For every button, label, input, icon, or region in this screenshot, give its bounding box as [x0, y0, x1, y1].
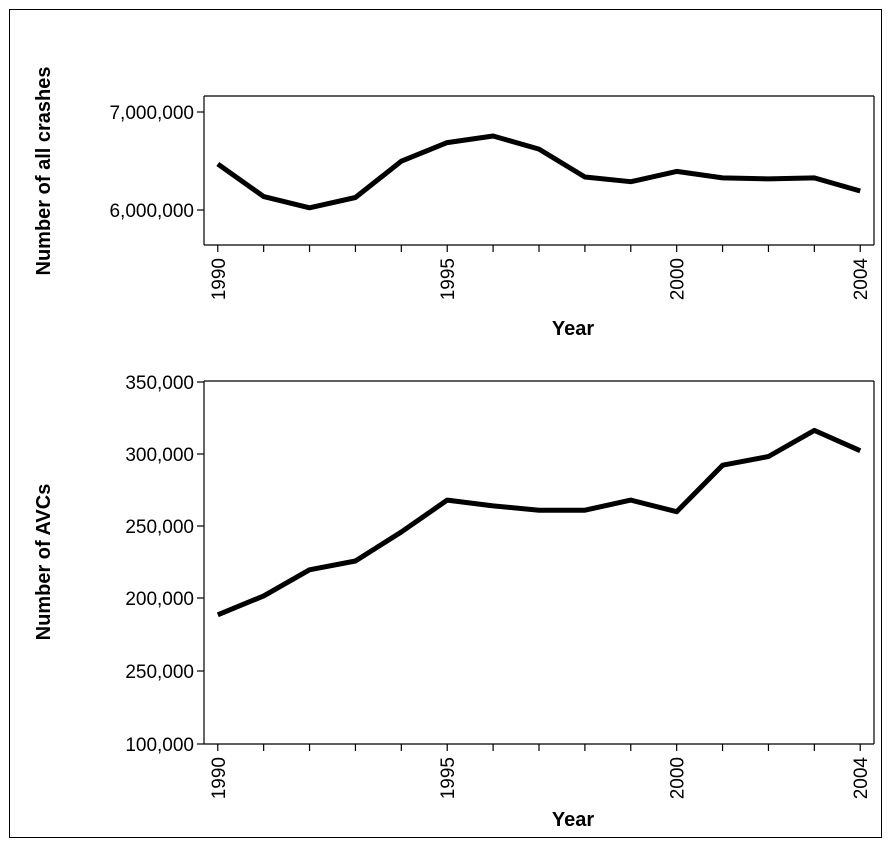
x-tick-label: 2004 — [851, 757, 872, 800]
y-tick-label: 100,000 — [125, 735, 194, 756]
y-axis-label: Number of AVCs — [33, 484, 55, 641]
x-tick-label: 2000 — [668, 258, 689, 300]
x-axis-label: Year — [552, 809, 594, 831]
y-axis-label: Number of all crashes — [33, 67, 55, 276]
x-tick-label: 1990 — [209, 757, 230, 799]
x-tick-label: 2004 — [851, 258, 872, 301]
figure-frame — [9, 9, 882, 838]
y-tick-label: 250,000 — [125, 662, 194, 683]
y-tick-label: 350,000 — [125, 373, 194, 394]
x-tick-label: 2000 — [668, 757, 689, 799]
series-line — [216, 427, 862, 618]
x-tick-label: 1995 — [438, 757, 459, 799]
y-tick-label: 6,000,000 — [109, 201, 194, 222]
x-tick-label: 1990 — [209, 258, 230, 300]
y-tick-label: 7,000,000 — [109, 103, 194, 124]
y-tick-label: 250,000 — [125, 517, 194, 538]
x-tick-label: 1995 — [438, 258, 459, 300]
y-tick-label: 200,000 — [125, 589, 194, 610]
x-axis-label: Year — [552, 318, 594, 340]
series-line — [216, 133, 861, 211]
y-tick-label: 300,000 — [125, 445, 194, 466]
